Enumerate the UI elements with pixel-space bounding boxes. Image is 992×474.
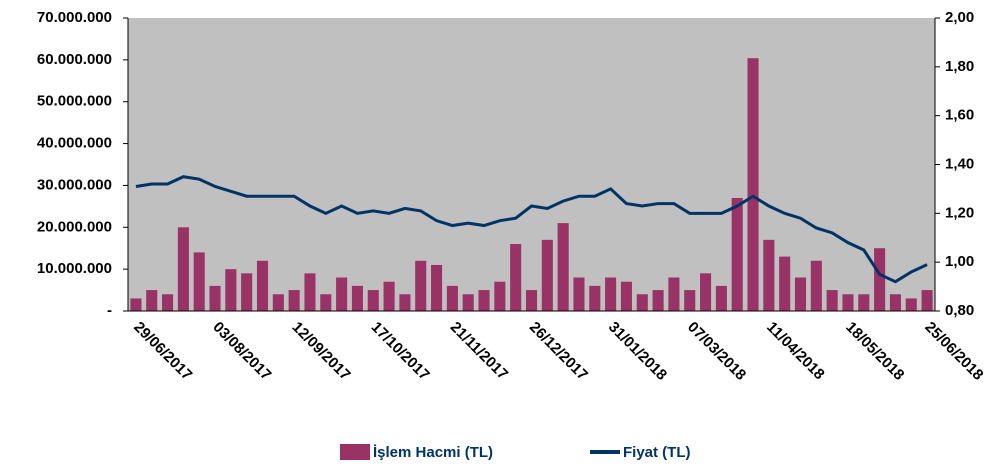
bar: [146, 290, 158, 311]
bar: [320, 294, 332, 311]
price-line: [135, 175, 928, 284]
bar: [130, 298, 142, 311]
y-tick-label: 40.000.000: [37, 135, 112, 152]
bar: [494, 281, 506, 311]
bar: [921, 290, 933, 311]
bar: [557, 223, 569, 311]
y-tick-label: 30.000.000: [37, 176, 112, 193]
bar: [525, 290, 538, 311]
bar: [510, 244, 522, 311]
bar: [763, 239, 775, 311]
x-tick-label: 07/03/2018: [684, 319, 749, 384]
y-tick-label: 50.000.000: [37, 93, 112, 110]
bar: [446, 285, 458, 311]
x-tick-label: 11/04/2018: [763, 319, 828, 384]
bar: [636, 294, 648, 311]
x-tick-label: 26/12/2017: [526, 319, 591, 384]
bar: [541, 239, 553, 311]
bar: [336, 277, 348, 311]
bar: [351, 285, 363, 311]
bar: [304, 273, 316, 311]
y2-tick-label: 1,20: [945, 204, 974, 221]
x-tick-label: 25/06/2018: [921, 319, 986, 384]
bar: [715, 285, 727, 311]
x-tick-label: 12/09/2017: [289, 319, 354, 384]
bar: [241, 273, 253, 311]
bar: [209, 285, 221, 311]
bar: [605, 277, 617, 311]
x-tick-label: 21/11/2017: [447, 319, 512, 384]
bar: [700, 273, 712, 311]
x-tick-label: 17/10/2017: [368, 319, 433, 384]
bar: [668, 277, 680, 311]
bar: [842, 294, 854, 311]
bar: [889, 294, 901, 311]
bar: [905, 298, 917, 311]
bar: [177, 227, 189, 311]
bar: [193, 252, 205, 311]
bar: [620, 281, 632, 311]
bar: [399, 294, 411, 311]
bar: [462, 294, 474, 311]
bar: [779, 256, 791, 311]
bar: [431, 264, 443, 311]
bar: [288, 290, 300, 311]
bar: [383, 281, 395, 311]
bar: [826, 290, 838, 311]
bar: [731, 197, 743, 311]
y2-tick-label: 2,00: [945, 9, 974, 26]
bar: [858, 294, 870, 311]
y-tick-label: 60.000.000: [37, 51, 112, 68]
y2-tick-label: 1,00: [945, 253, 974, 270]
y2-tick-label: 0,80: [945, 302, 974, 319]
y-tick-label: 20.000.000: [37, 218, 112, 235]
bar: [684, 290, 696, 311]
bar: [272, 294, 284, 311]
legend-label: İşlem Hacmi (TL): [373, 444, 493, 461]
legend-swatch: [340, 444, 370, 460]
bar: [810, 260, 822, 311]
y-tick-label: -: [107, 302, 112, 319]
bar: [652, 290, 664, 311]
bar: [573, 277, 585, 311]
y-tick-label: 70.000.000: [37, 9, 112, 26]
y2-tick-label: 1,40: [945, 155, 974, 172]
y2-tick-label: 1,60: [945, 107, 974, 124]
bar: [874, 248, 886, 311]
bar: [747, 58, 759, 311]
y-tick-label: 10.000.000: [37, 260, 112, 277]
bar: [162, 294, 174, 311]
bar: [589, 285, 601, 311]
legend-label: Fiyat (TL): [623, 444, 691, 461]
bar: [415, 260, 427, 311]
bar: [256, 260, 269, 311]
x-tick-label: 31/01/2018: [605, 319, 670, 384]
x-tick-label: 18/05/2018: [842, 319, 907, 384]
x-tick-label: 29/06/2017: [130, 319, 195, 384]
bar: [794, 277, 807, 311]
bar: [225, 269, 237, 311]
y2-tick-label: 1,80: [945, 58, 974, 75]
bar: [367, 290, 379, 311]
bar: [478, 290, 490, 311]
x-tick-label: 03/08/2017: [209, 319, 274, 384]
